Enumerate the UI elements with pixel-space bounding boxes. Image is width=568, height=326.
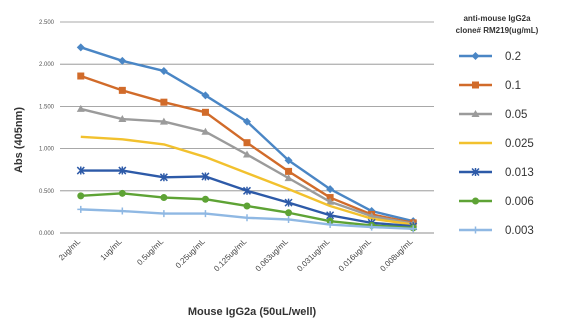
- x-tick-label: 0.016ug/mL: [337, 237, 374, 274]
- legend-label: 0.013: [505, 167, 534, 179]
- data-point: [118, 56, 127, 65]
- x-tick-label: 0.125ug/mL: [212, 237, 249, 274]
- data-point: [76, 104, 85, 112]
- data-point: [118, 207, 126, 215]
- data-point: [326, 194, 334, 202]
- x-tick-label: 0.25ug/mL: [174, 237, 207, 270]
- legend-item-4: 0.025: [459, 138, 534, 150]
- x-axis-title: Mouse IgG2a (50uL/well): [188, 306, 317, 318]
- legend-marker: [471, 110, 480, 117]
- series-1: [76, 43, 418, 226]
- y-tick-label: 0.000: [39, 231, 55, 237]
- legend: anti-mouse IgG2a clone# RM219(ug/mL) 0.2…: [456, 14, 539, 237]
- gridlines: [60, 21, 434, 192]
- data-point: [201, 91, 210, 100]
- data-point: [118, 166, 127, 175]
- legend-label: 0.1: [505, 80, 521, 92]
- data-point: [118, 115, 127, 123]
- legend-marker: [471, 52, 480, 60]
- x-tick-labels: 2ug/mL 1ug/mL 0.5ug/mL 0.25ug/mL 0.125ug/mL 0…: [57, 237, 415, 274]
- data-point: [160, 194, 168, 202]
- data-point: [77, 205, 85, 213]
- data-point: [159, 173, 168, 182]
- series-2: [77, 72, 417, 227]
- y-tick-label: 0.500: [39, 189, 55, 195]
- data-point: [201, 195, 209, 203]
- x-tick-label: 0.5ug/mL: [135, 237, 165, 267]
- y-tick-label: 1.000: [39, 147, 55, 153]
- legend-item-6: 0.006: [459, 196, 534, 208]
- data-point: [368, 223, 376, 231]
- legend-marker: [472, 197, 479, 205]
- legend-item-5: 0.013: [459, 167, 534, 179]
- legend-marker: [472, 81, 479, 89]
- legend-item-2: 0.1: [459, 80, 521, 92]
- legend-marker: [471, 167, 480, 177]
- x-tick-label: 2ug/mL: [57, 237, 83, 263]
- legend-item-1: 0.2: [459, 51, 521, 63]
- data-point: [326, 197, 335, 205]
- legend-label: 0.006: [505, 196, 534, 208]
- data-point: [76, 166, 85, 175]
- series-4: [80, 135, 414, 226]
- series-line: [80, 135, 414, 226]
- data-point: [118, 86, 126, 94]
- legend-title-line-1: anti-mouse IgG2a: [463, 14, 531, 23]
- series-line: [80, 74, 414, 225]
- y-axis-title: Abs (405nm): [13, 107, 25, 173]
- legend-title-line-2: clone# RM219(ug/mL): [456, 26, 539, 35]
- data-point: [284, 156, 293, 165]
- data-point: [284, 174, 293, 182]
- data-point: [243, 150, 251, 158]
- data-point: [285, 215, 293, 223]
- y-tick-label: 2.500: [39, 20, 55, 26]
- series-3: [76, 104, 418, 227]
- y-tick-label: 2.000: [39, 62, 55, 68]
- data-point: [201, 127, 210, 135]
- data-point: [243, 202, 251, 210]
- legend-item-3: 0.05: [459, 109, 527, 121]
- data-point: [243, 139, 251, 147]
- series-lines: [76, 43, 418, 233]
- legend-marker: [472, 226, 479, 234]
- x-tick-label: 1ug/mL: [99, 237, 125, 263]
- data-point: [77, 192, 85, 200]
- legend-label: 0.003: [505, 225, 534, 237]
- series-7: [77, 205, 417, 233]
- data-point: [160, 98, 168, 106]
- data-point: [118, 189, 126, 197]
- x-tick-label: 0.031ug/mL: [295, 237, 332, 274]
- data-point: [77, 72, 85, 80]
- data-point: [243, 117, 251, 126]
- x-tick-label: 0.008ug/mL: [378, 237, 415, 274]
- legend-label: 0.2: [505, 51, 521, 63]
- y-tick-labels: 0.000 0.500 1.000 1.500 2.000 2.500: [39, 20, 55, 237]
- data-point: [285, 209, 293, 217]
- data-point: [326, 185, 335, 194]
- data-point: [326, 221, 334, 229]
- data-point: [243, 214, 251, 222]
- legend-item-7: 0.003: [459, 225, 534, 237]
- data-point: [285, 167, 293, 175]
- data-point: [201, 172, 210, 181]
- data-point: [159, 66, 168, 75]
- data-point: [160, 210, 168, 218]
- data-point: [201, 108, 209, 116]
- x-tick-label: 0.063ug/mL: [254, 237, 291, 274]
- data-point: [409, 225, 417, 233]
- data-point: [201, 210, 209, 218]
- data-point: [242, 186, 252, 195]
- data-point: [159, 117, 168, 125]
- data-point: [76, 43, 85, 52]
- data-point: [284, 198, 293, 207]
- y-tick-label: 1.500: [39, 104, 55, 110]
- legend-label: 0.05: [505, 109, 527, 121]
- legend-label: 0.025: [505, 138, 534, 150]
